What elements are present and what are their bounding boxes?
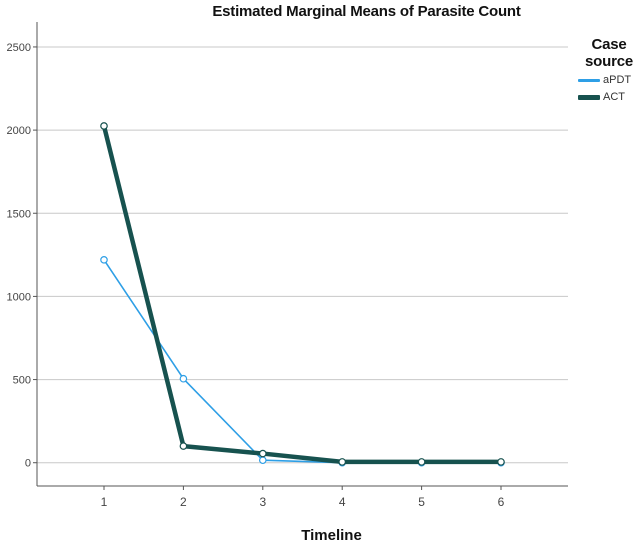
data-point-apdt xyxy=(100,256,108,264)
legend-swatch-act xyxy=(578,94,600,100)
axes xyxy=(36,22,568,487)
y-tick-label: 1000 xyxy=(7,291,31,303)
series-lines xyxy=(100,122,505,467)
y-tick-label: 500 xyxy=(13,375,31,387)
y-tick-label: 0 xyxy=(25,458,31,470)
legend-title-line1: Case xyxy=(591,36,627,53)
chart-title: Estimated Marginal Means of Parasite Cou… xyxy=(212,3,521,20)
data-point-act xyxy=(179,442,188,450)
legend-title-line2: source xyxy=(585,53,633,70)
tick-labels: 0 500 1000 1500 2000 2500 1 2 3 4 5 6 xyxy=(7,42,505,509)
series-act xyxy=(100,122,505,466)
x-tick-label: 1 xyxy=(101,495,108,509)
data-point-apdt xyxy=(258,456,267,465)
series-line-act xyxy=(101,123,504,465)
legend-title: Case source xyxy=(578,36,640,70)
y-tick-label: 1500 xyxy=(7,208,31,220)
data-point-act xyxy=(100,122,108,130)
x-tick-label: 2 xyxy=(180,495,187,509)
gridlines xyxy=(37,46,568,464)
x-tick-label: 6 xyxy=(498,495,505,509)
x-tick-label: 5 xyxy=(418,495,425,509)
data-point-act xyxy=(338,458,347,466)
data-point-act xyxy=(497,458,505,466)
legend-label-act: ACT xyxy=(603,91,625,103)
legend-item-apdt: aPDT xyxy=(578,73,643,87)
legend-swatch-apdt xyxy=(578,78,600,82)
legend: Case source aPDT ACT xyxy=(578,36,643,104)
legend-label-apdt: aPDT xyxy=(603,74,632,86)
data-point-act xyxy=(258,449,267,458)
y-tick-label: 2500 xyxy=(7,42,31,54)
x-tick-label: 4 xyxy=(339,495,346,509)
data-point-act xyxy=(417,458,426,466)
legend-item-act: ACT xyxy=(578,90,643,104)
x-axis-title: Timeline xyxy=(301,527,362,544)
x-tick-label: 3 xyxy=(259,495,266,509)
data-point-apdt xyxy=(179,374,188,383)
y-tick-label: 2000 xyxy=(7,125,31,137)
